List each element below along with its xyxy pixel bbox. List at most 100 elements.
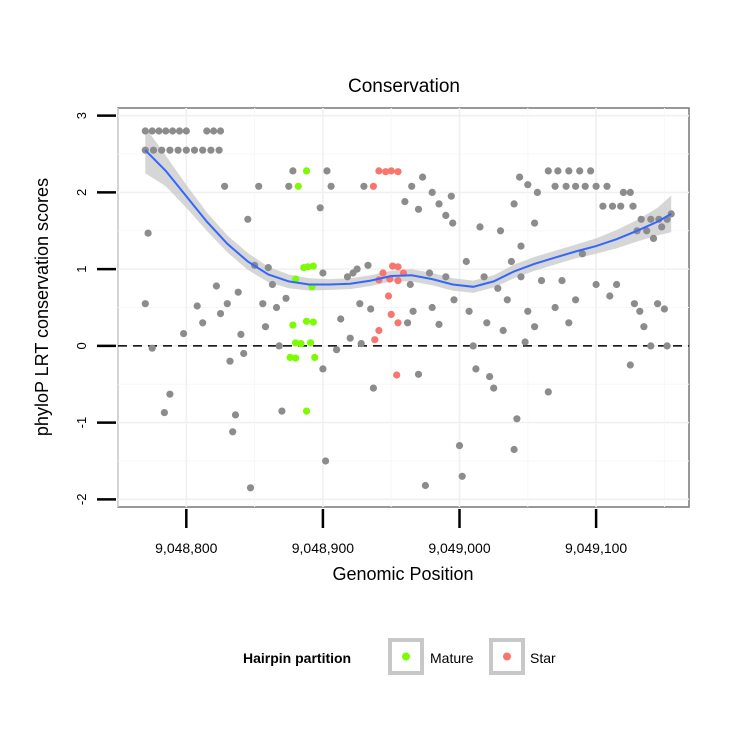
data-point-other [141, 127, 149, 135]
data-point-star [394, 319, 402, 327]
data-point-other [166, 146, 174, 154]
x-tick-label: 9,048,800 [155, 540, 217, 556]
data-point-star [379, 269, 387, 277]
x-tick-label: 9,048,900 [292, 540, 354, 556]
data-point-other [182, 146, 190, 154]
data-point-other [517, 242, 525, 250]
data-point-other [654, 300, 662, 308]
data-point-other [647, 342, 655, 350]
data-point-other [148, 344, 156, 352]
data-point-other [190, 146, 199, 154]
data-point-other [275, 342, 283, 350]
data-point-other [629, 202, 637, 210]
data-point-other [246, 484, 255, 492]
data-point-other [486, 373, 494, 381]
data-point-other [428, 303, 436, 312]
data-point-other [215, 146, 223, 154]
data-point-other [419, 173, 427, 181]
data-point-other [237, 330, 245, 338]
x-tick-label: 9,049,100 [565, 540, 627, 556]
data-point-other [259, 300, 267, 308]
data-point-other [447, 192, 455, 200]
data-point-other [499, 326, 507, 335]
data-point-other [531, 219, 539, 227]
data-point-other [450, 296, 458, 304]
data-point-other [360, 182, 368, 190]
data-point-other [578, 250, 587, 258]
data-point-other [193, 302, 201, 310]
data-point-other [496, 227, 505, 235]
data-point-mature [302, 167, 311, 175]
x-axis-label: Genomic Position [332, 564, 473, 584]
data-point-other [333, 346, 341, 354]
data-point-star [375, 167, 383, 175]
data-point-other [592, 280, 600, 289]
data-point-other [643, 227, 651, 235]
data-point-star [394, 277, 402, 285]
data-point-other [401, 198, 409, 206]
data-point-other [558, 277, 566, 285]
data-point-other [261, 323, 270, 331]
data-point-other [449, 219, 457, 227]
data-point-other [503, 296, 511, 304]
legend-item-mature: Mature [388, 638, 474, 675]
data-point-other [169, 127, 177, 135]
legend-title: Hairpin partition [243, 650, 351, 666]
data-point-other [533, 188, 542, 196]
y-tick-label: 1 [74, 265, 89, 272]
data-point-other [414, 205, 423, 213]
data-point-mature [286, 353, 294, 361]
data-point-other [404, 319, 412, 327]
data-point-other [510, 200, 518, 208]
legend-dot-star [503, 652, 511, 661]
data-point-star [394, 168, 402, 176]
data-point-other [565, 319, 573, 327]
data-point-other [319, 269, 327, 277]
data-point-other [663, 342, 671, 350]
data-point-mature [304, 263, 312, 271]
data-point-star [382, 168, 390, 176]
data-point-other [636, 307, 644, 315]
y-axis-label: phyloP LRT conservation scores [32, 178, 52, 436]
data-point-other [647, 215, 655, 223]
data-point-other [472, 365, 480, 373]
data-point-other [272, 303, 281, 312]
data-point-other [576, 167, 584, 175]
data-point-star [394, 263, 402, 271]
data-point-other [572, 182, 580, 190]
data-point-other [174, 146, 182, 154]
data-point-other [337, 315, 345, 323]
data-point-other [465, 307, 473, 315]
data-point-other [640, 323, 648, 331]
data-point-other [221, 182, 229, 190]
y-tick-label: -1 [74, 417, 89, 429]
data-point-other [603, 182, 611, 190]
other-points [141, 127, 675, 492]
data-point-other [319, 365, 327, 373]
data-point-other [483, 319, 491, 327]
data-point-other [572, 296, 580, 304]
data-point-other [244, 215, 252, 223]
data-point-other [166, 390, 174, 398]
data-point-star [369, 182, 377, 190]
data-point-other [455, 442, 464, 450]
data-point-mature [289, 321, 297, 329]
data-point-other [480, 273, 488, 281]
y-axis: -2 -1 0 1 2 3 [74, 112, 116, 505]
data-point-other [234, 288, 242, 296]
data-point-other [531, 323, 539, 331]
data-point-star [375, 326, 383, 335]
data-point-other [141, 300, 149, 308]
data-point-other [346, 334, 354, 342]
data-point-other [510, 445, 518, 454]
data-point-other [408, 182, 416, 190]
smooth-line [144, 149, 672, 288]
data-point-other [435, 200, 443, 208]
data-point-other [554, 167, 562, 175]
data-point-other [626, 188, 634, 196]
data-point-other [581, 182, 589, 190]
data-point-other [223, 300, 231, 308]
data-point-other [144, 229, 152, 237]
data-point-other [626, 361, 634, 369]
data-point-other [160, 409, 168, 417]
